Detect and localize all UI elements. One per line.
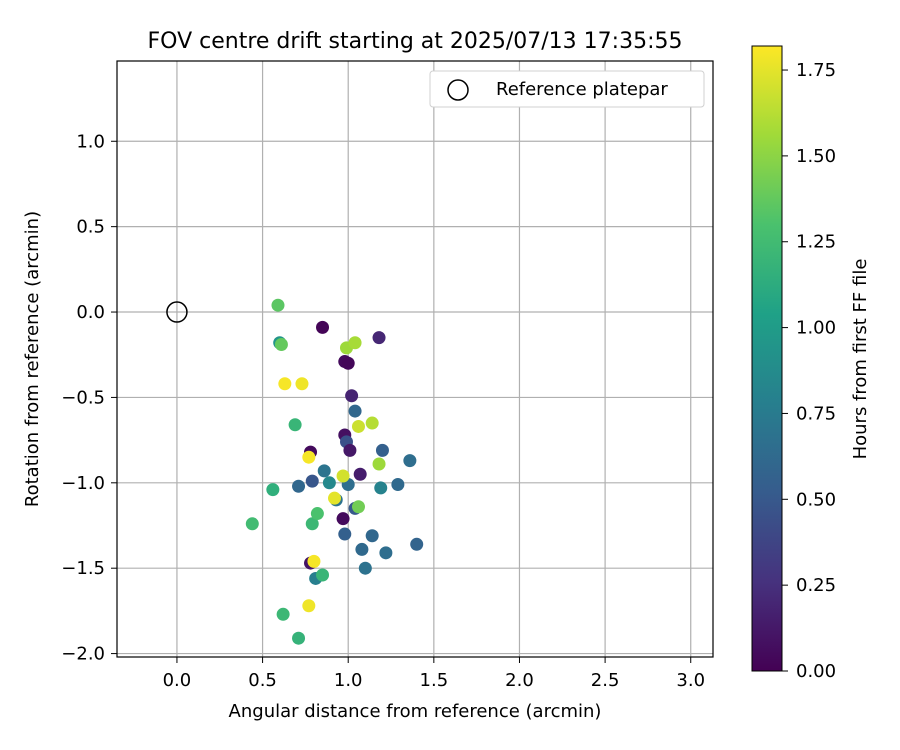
y-tick-label: −1.0 — [61, 473, 105, 494]
colorbar-tick-label: 1.75 — [796, 60, 836, 81]
legend-label: Reference platepar — [496, 79, 668, 100]
data-point — [372, 331, 386, 345]
data-point — [353, 467, 367, 481]
chart-title: FOV centre drift starting at 2025/07/13 … — [148, 29, 683, 54]
colorbar-gradient — [751, 45, 783, 672]
data-point — [276, 607, 290, 621]
y-tick-label: −0.5 — [61, 387, 105, 408]
reference-point-marker — [166, 301, 188, 323]
data-point — [295, 377, 309, 391]
y-tick-label: 0.0 — [76, 302, 105, 323]
data-point — [355, 542, 369, 556]
data-point — [403, 454, 417, 468]
data-point — [410, 537, 424, 551]
x-tick-label: 2.5 — [591, 670, 620, 691]
data-point — [245, 517, 259, 531]
colorbar-tick-label: 0.25 — [796, 575, 836, 596]
data-point — [322, 476, 336, 490]
grid-lines — [117, 61, 713, 657]
colorbar-ticks: 0.00 0.25 0.50 0.75 1.00 1.25 1.50 1.75 — [782, 60, 836, 682]
x-axis-label: Angular distance from reference (arcmin) — [229, 701, 602, 722]
y-tick-label: −2.0 — [61, 644, 105, 665]
x-tick-label: 1.0 — [334, 670, 363, 691]
data-point — [379, 546, 393, 560]
colorbar-tick-label: 1.50 — [796, 146, 836, 167]
data-point — [271, 298, 285, 312]
colorbar-label: Hours from first FF file — [850, 259, 871, 460]
data-point — [345, 389, 359, 403]
colorbar-tick-label: 1.25 — [796, 232, 836, 253]
data-point — [292, 479, 306, 493]
reference-marker — [166, 301, 188, 323]
data-point — [336, 512, 350, 526]
plot-frame — [116, 60, 714, 658]
data-point — [358, 561, 372, 575]
y-tick-label: 1.0 — [76, 131, 105, 152]
data-point — [341, 356, 355, 370]
data-point — [288, 418, 302, 432]
data-point — [317, 464, 331, 478]
data-point — [372, 457, 386, 471]
colorbar-tick-label: 1.00 — [796, 318, 836, 339]
data-point — [305, 474, 319, 488]
x-tick-label: 0.5 — [248, 670, 277, 691]
data-point — [365, 529, 379, 543]
data-point — [328, 491, 342, 505]
data-point — [391, 478, 405, 492]
y-tick-label: 0.5 — [76, 217, 105, 238]
data-point — [343, 443, 357, 457]
data-point — [274, 337, 288, 351]
data-point — [374, 481, 388, 495]
colorbar-tick-label: 0.50 — [796, 489, 836, 510]
legend-box — [429, 70, 705, 108]
data-point — [292, 631, 306, 645]
y-axis-label: Rotation from reference (arcmin) — [22, 211, 43, 507]
data-points — [245, 298, 424, 645]
x-tick-label: 3.0 — [676, 670, 705, 691]
x-tick-label: 2.0 — [505, 670, 534, 691]
y-axis-ticks: 1.0 0.5 0.0 −0.5 −1.0 −1.5 −2.0 — [61, 131, 117, 665]
data-point — [316, 320, 330, 334]
legend: Reference platepar — [429, 70, 705, 108]
data-point — [375, 443, 389, 457]
colorbar-tick-label: 0.75 — [796, 403, 836, 424]
data-point — [307, 554, 321, 568]
data-point — [365, 416, 379, 430]
data-point — [302, 450, 316, 464]
x-tick-label: 0.0 — [163, 670, 192, 691]
data-point — [302, 599, 316, 613]
data-point — [305, 517, 319, 531]
data-point — [351, 419, 365, 433]
data-point — [336, 469, 350, 483]
colorbar: 0.00 0.25 0.50 0.75 1.00 1.25 1.50 1.75 Hours f… — [751, 45, 871, 682]
colorbar-tick-label: 0.00 — [796, 661, 836, 682]
y-tick-label: −1.5 — [61, 558, 105, 579]
data-point — [348, 336, 362, 350]
x-tick-label: 1.5 — [420, 670, 449, 691]
data-point — [316, 568, 330, 582]
data-point — [348, 404, 362, 418]
data-point — [310, 507, 324, 521]
data-point — [278, 377, 292, 391]
data-point — [338, 527, 352, 541]
data-point — [266, 483, 280, 497]
x-axis-ticks: 0.0 0.5 1.0 1.5 2.0 2.5 3.0 — [163, 657, 705, 691]
legend-marker — [447, 79, 469, 101]
data-point — [351, 500, 365, 514]
